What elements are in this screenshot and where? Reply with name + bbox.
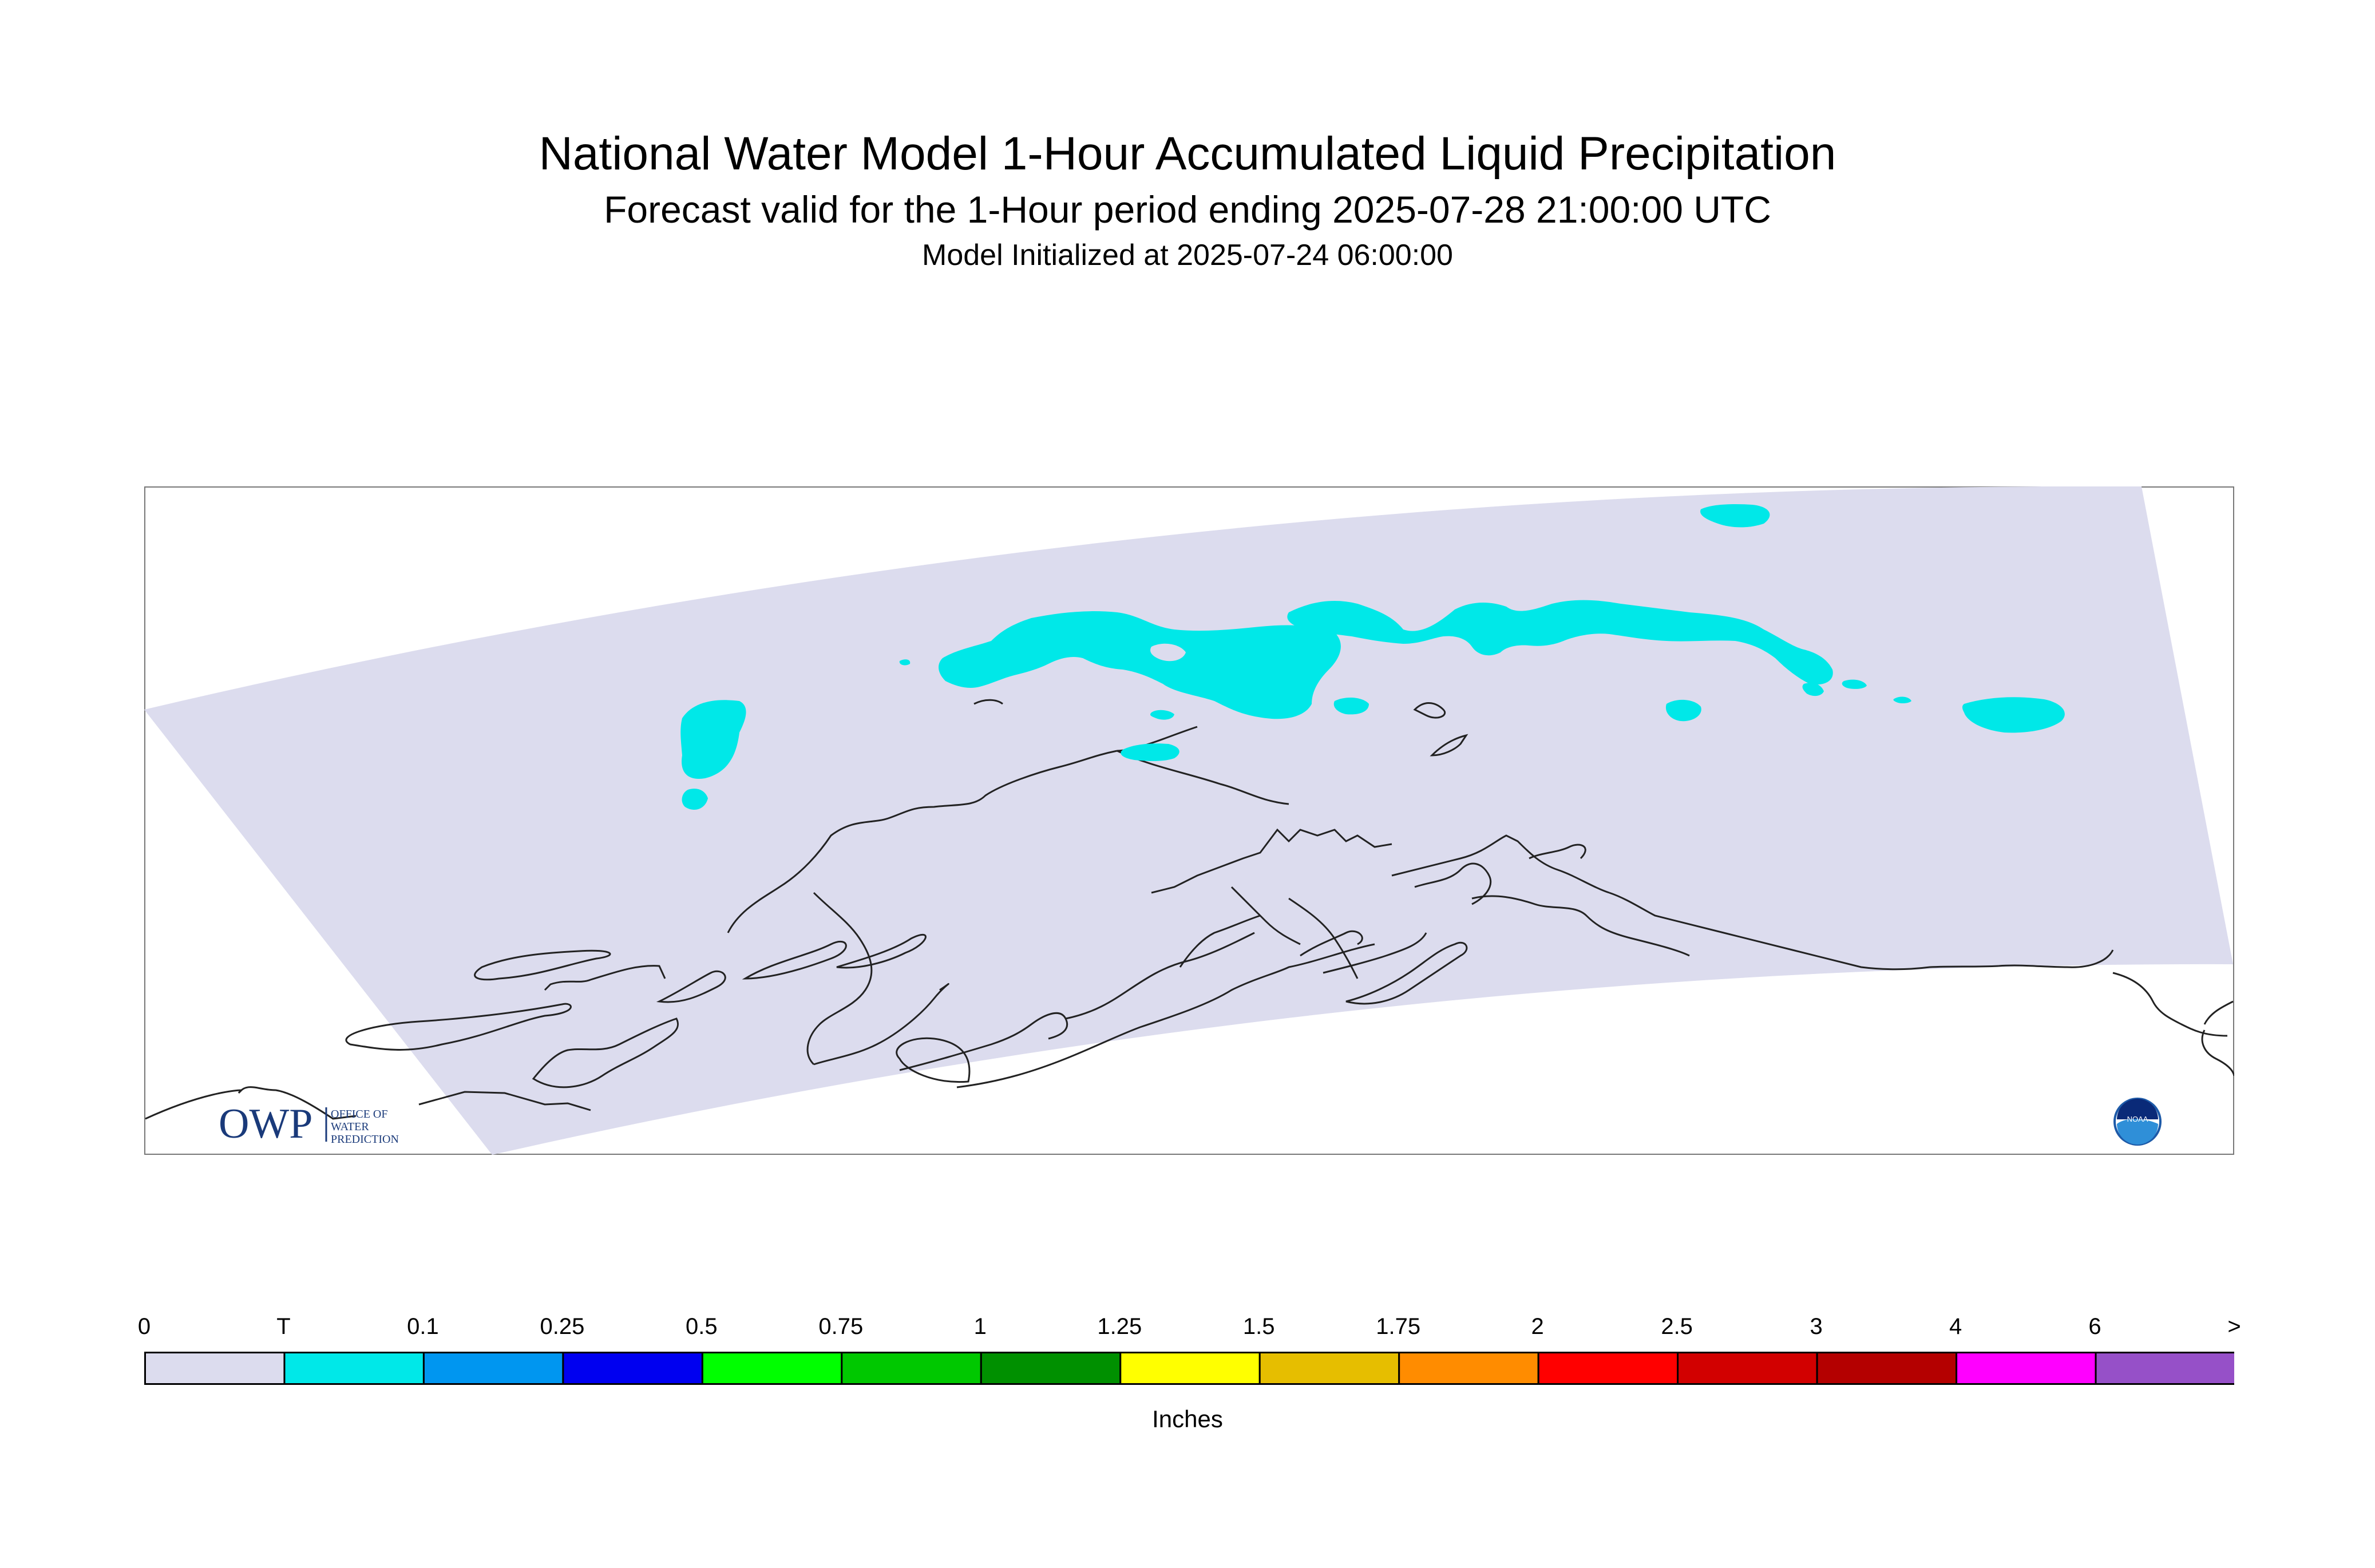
map-title: National Water Model 1-Hour Accumulated … xyxy=(539,128,1836,180)
colorbar-label: 6 xyxy=(2088,1314,2101,1339)
colorbar xyxy=(144,1352,2234,1385)
svg-text:PREDICTION: PREDICTION xyxy=(331,1133,399,1146)
colorbar-label: 1.5 xyxy=(1242,1314,1275,1339)
colorbar-label: 2 xyxy=(1531,1314,1544,1339)
colorbar-swatch xyxy=(1258,1352,1400,1385)
colorbar-swatch xyxy=(2095,1352,2234,1385)
colorbar-label: 0.1 xyxy=(407,1314,439,1339)
coastlines xyxy=(145,699,2234,1120)
colorbar-swatch xyxy=(422,1352,564,1385)
colorbar-swatch xyxy=(841,1352,982,1385)
colorbar-label: 2.5 xyxy=(1661,1314,1693,1339)
colorbar-label: T xyxy=(276,1314,291,1339)
colorbar-swatch xyxy=(701,1352,843,1385)
model-init-time: Model Initialized at 2025-07-24 06:00:00 xyxy=(922,239,1453,272)
colorbar-label: 0.25 xyxy=(540,1314,585,1339)
precip-areas xyxy=(680,504,2065,810)
colorbar-label: 0.75 xyxy=(818,1314,864,1339)
owp-logo: OWP OFFICE OF WATER PREDICTION xyxy=(219,1100,399,1147)
colorbar-label: 0.5 xyxy=(686,1314,718,1339)
map-subtitle: Forecast valid for the 1-Hour period end… xyxy=(604,188,1771,231)
colorbar-swatch xyxy=(562,1352,703,1385)
colorbar-label: 1 xyxy=(973,1314,987,1339)
colorbar-units: Inches xyxy=(1152,1405,1223,1432)
colorbar-label: 0 xyxy=(137,1314,151,1339)
model-domain xyxy=(144,486,2233,1155)
colorbar-swatch xyxy=(1537,1352,1679,1385)
svg-text:OFFICE OF: OFFICE OF xyxy=(331,1108,387,1120)
colorbar-label: 4 xyxy=(1949,1314,1962,1339)
svg-text:WATER: WATER xyxy=(331,1120,369,1133)
svg-text:NOAA: NOAA xyxy=(2127,1115,2148,1123)
colorbar-swatch xyxy=(1119,1352,1261,1385)
precip-map: OWP OFFICE OF WATER PREDICTION NOAA xyxy=(144,486,2234,1155)
colorbar-swatch xyxy=(1816,1352,1958,1385)
colorbar-label: 1.25 xyxy=(1097,1314,1142,1339)
colorbar-label: 1.75 xyxy=(1376,1314,1421,1339)
colorbar-swatch xyxy=(1677,1352,1818,1385)
colorbar-swatch xyxy=(144,1352,286,1385)
colorbar-swatch xyxy=(283,1352,425,1385)
colorbar-swatch xyxy=(1398,1352,1539,1385)
noaa-logo: NOAA xyxy=(2113,1098,2162,1146)
colorbar-swatch xyxy=(980,1352,1122,1385)
colorbar-label: > xyxy=(2227,1314,2241,1339)
colorbar-label: 3 xyxy=(1810,1314,1823,1339)
svg-text:OWP: OWP xyxy=(219,1100,312,1147)
colorbar-swatch xyxy=(1956,1352,2097,1385)
